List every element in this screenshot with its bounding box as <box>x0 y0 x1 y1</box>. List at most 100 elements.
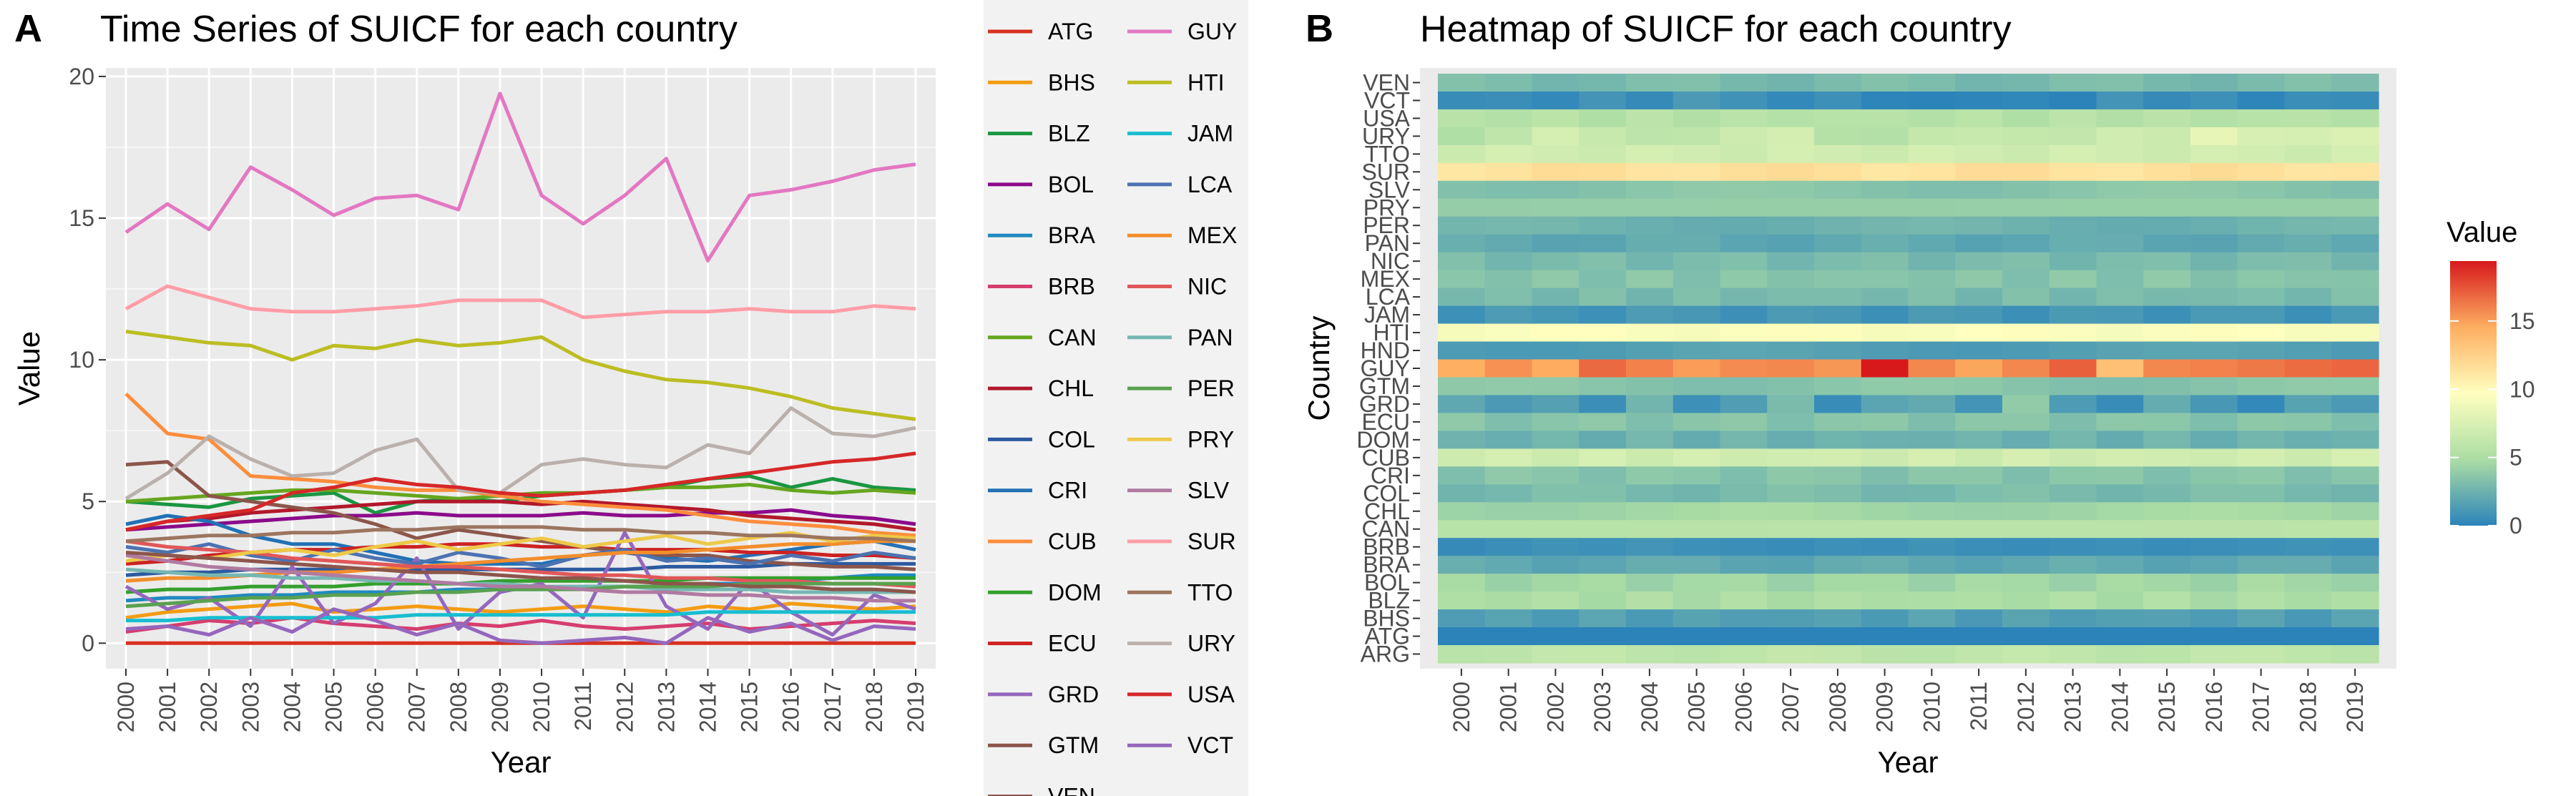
country-tick-label: PER <box>1363 212 1410 238</box>
heatmap-cell <box>1532 591 1580 610</box>
heatmap-cell <box>2049 645 2097 664</box>
heatmap-cell <box>1720 144 1768 164</box>
legend-label: BOL <box>1048 172 1094 197</box>
heatmap-cell <box>2143 341 2191 360</box>
x-tick-label: 2000 <box>113 682 139 732</box>
heatmap-cell <box>2002 466 2050 485</box>
country-tick-label: TTO <box>1365 141 1410 167</box>
heatmap-cell <box>1579 627 1627 646</box>
heatmap-cell <box>2049 144 2097 164</box>
legend: ATG BHS BLZ BOL BRA BRB CAN CHL COL CRI CUB DOM ECU G… <box>984 0 1248 796</box>
heatmap-cell <box>2284 484 2332 503</box>
heatmap-cell <box>1579 520 1627 539</box>
heatmap-cell <box>1438 538 1486 556</box>
heatmap-cell <box>1955 556 2003 574</box>
heatmap-cell <box>1484 395 1533 414</box>
heatmap-cell <box>2096 216 2144 235</box>
year-tick-label: 2009 <box>1872 682 1898 732</box>
country-tick-label: NIC <box>1371 248 1410 274</box>
heatmap-cell <box>2049 91 2097 110</box>
heatmap-cell <box>1626 323 1674 343</box>
heatmap-cell <box>1861 162 1909 182</box>
x-tick-label: 2008 <box>446 682 471 732</box>
heatmap-cell <box>1532 609 1580 628</box>
heatmap-cell <box>1955 502 2003 521</box>
year-tick-label: 2018 <box>2295 682 2321 732</box>
heatmap-cell <box>1673 216 1721 235</box>
x-tick-label: 2011 <box>570 682 596 731</box>
country-tick-label: CHL <box>1364 498 1410 524</box>
heatmap-cell <box>1438 144 1486 164</box>
heatmap-cell <box>1579 538 1627 556</box>
heatmap-cell <box>1532 574 1580 592</box>
heatmap-cell <box>2237 413 2286 431</box>
heatmap-cell <box>2143 627 2191 646</box>
heatmap-cell <box>2002 395 2050 414</box>
heatmap-cell <box>1484 538 1533 556</box>
heatmap-cell <box>2331 144 2379 164</box>
heatmap-cell <box>2143 216 2191 235</box>
colorbar-tick-label: 15 <box>2509 308 2535 334</box>
heatmap-cell <box>1579 431 1627 449</box>
country-tick-label: MEX <box>1361 266 1410 292</box>
heatmap-cell <box>1908 413 1956 431</box>
heatmap-cell <box>1908 466 1956 485</box>
legend-label: ECU <box>1048 631 1097 657</box>
heatmap-cell <box>1861 359 1909 378</box>
heatmap-cell <box>1532 431 1580 449</box>
heatmap-cell <box>1626 520 1674 539</box>
legend-label: LCA <box>1187 172 1233 197</box>
heatmap-cell <box>2002 216 2050 235</box>
heatmap-cell <box>2237 448 2286 467</box>
heatmap-cell <box>2096 377 2144 396</box>
heatmap-cell <box>1579 270 1627 289</box>
heatmap-cell <box>1955 252 2003 271</box>
heatmap-cell <box>1532 323 1580 343</box>
heatmap-cell <box>2284 74 2332 92</box>
heatmap-cell <box>2143 502 2191 521</box>
heatmap-cell <box>1814 395 1862 414</box>
heatmap-cell <box>1673 323 1721 343</box>
heatmap-cell <box>1861 127 1909 146</box>
heatmap-cell <box>2096 359 2144 378</box>
heatmap-cell <box>1484 359 1533 378</box>
heatmap-cell <box>2237 359 2286 378</box>
heatmap-cell <box>2190 591 2238 610</box>
heatmap-cell <box>1626 270 1674 289</box>
heatmap-cell <box>2096 180 2144 200</box>
heatmap-cell <box>1767 252 1815 271</box>
series-line-chl <box>125 499 916 532</box>
heatmap-cell <box>1532 180 1580 200</box>
heatmap-cell <box>2002 341 2050 360</box>
x-tick-label: 2016 <box>778 682 804 732</box>
heatmap-cell <box>1720 627 1768 646</box>
heatmap-cell <box>1673 538 1721 556</box>
country-tick-label: CAN <box>1361 516 1410 542</box>
heatmap-cell <box>1767 574 1815 592</box>
heatmap-cell <box>1767 109 1815 128</box>
heatmap-cell <box>2049 591 2097 610</box>
heatmap-cell <box>2049 180 2097 200</box>
heatmap-cell <box>1720 91 1768 110</box>
heatmap-cell <box>1720 520 1768 539</box>
heatmap-cell <box>1484 288 1533 307</box>
heatmap-cell <box>2190 162 2238 182</box>
legend-label: CAN <box>1048 325 1097 350</box>
heatmap-cell <box>2331 74 2379 92</box>
heatmap-cell <box>1720 413 1768 431</box>
heatmap-cell <box>1438 591 1486 610</box>
heatmap-cell <box>1626 234 1674 253</box>
heatmap-cell <box>1626 359 1674 378</box>
heatmap-cell <box>2049 556 2097 574</box>
heatmap-cell <box>2284 645 2332 664</box>
heatmap-cell <box>1532 377 1580 396</box>
heatmap-cell <box>1626 627 1674 646</box>
heatmap-cell <box>1626 180 1674 200</box>
country-tick-label: VCT <box>1364 87 1410 113</box>
country-tick-label: BOL <box>1364 570 1410 596</box>
heatmap-cell <box>2284 413 2332 431</box>
heatmap-cell <box>1673 520 1721 539</box>
year-tick-label: 2002 <box>1542 682 1568 732</box>
heatmap-cell <box>1955 520 2003 539</box>
